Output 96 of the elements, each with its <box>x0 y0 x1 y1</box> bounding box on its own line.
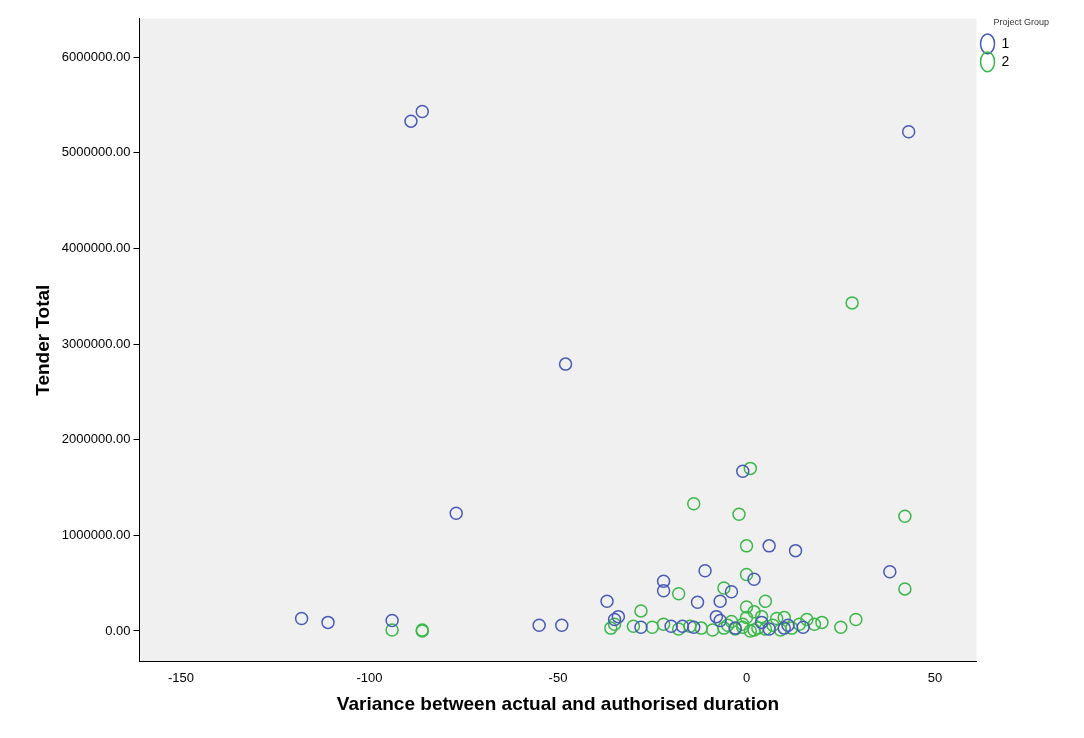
y-axis-title: Tender Total <box>31 284 53 396</box>
x-tick-label: 50 <box>927 669 943 685</box>
point <box>671 622 686 636</box>
point <box>898 582 912 596</box>
point <box>656 574 671 588</box>
point <box>773 623 788 637</box>
point <box>747 605 761 619</box>
point <box>788 543 803 558</box>
point <box>404 114 418 128</box>
point <box>792 617 807 632</box>
point <box>607 612 622 627</box>
point <box>558 357 573 371</box>
point <box>754 615 769 630</box>
point <box>758 622 773 636</box>
point <box>713 594 727 609</box>
point <box>449 506 463 521</box>
point <box>769 611 784 626</box>
point <box>781 618 795 632</box>
point <box>739 567 754 582</box>
point <box>611 609 626 624</box>
point <box>656 617 671 632</box>
point <box>321 615 335 630</box>
point <box>777 610 791 625</box>
point <box>690 595 705 610</box>
point <box>758 594 773 609</box>
point <box>656 584 671 598</box>
y-tick-label: 2000000.00 <box>61 431 131 447</box>
point <box>743 461 758 476</box>
point <box>777 621 791 635</box>
point <box>739 600 754 614</box>
point <box>687 620 701 634</box>
point <box>766 618 780 632</box>
point <box>739 610 754 625</box>
point <box>698 563 712 578</box>
point <box>385 623 399 637</box>
y-tick-label: 0.00 <box>105 622 131 638</box>
point <box>724 585 739 599</box>
point <box>294 611 309 626</box>
point <box>800 612 814 627</box>
point <box>732 507 746 522</box>
point <box>664 619 678 633</box>
point <box>849 612 863 627</box>
point <box>845 296 859 310</box>
point <box>604 621 618 635</box>
point <box>754 609 769 624</box>
point <box>626 619 641 633</box>
legend-label: 1 <box>1001 34 1057 51</box>
legend-label: 2 <box>1001 52 1057 69</box>
point <box>739 539 754 553</box>
point <box>600 594 614 609</box>
x-axis-title: Variance between actual and authorised duration <box>336 692 780 714</box>
point <box>713 613 727 628</box>
point <box>705 623 720 637</box>
x-tick-label: -150 <box>167 669 194 685</box>
point <box>762 539 776 553</box>
point <box>385 613 399 628</box>
point <box>532 618 546 632</box>
point <box>687 497 701 511</box>
x-tick-label: -50 <box>548 669 568 685</box>
point <box>724 614 739 629</box>
point <box>634 604 648 618</box>
point <box>675 619 690 633</box>
point <box>645 620 660 634</box>
legend-title: Project Group <box>993 16 1050 27</box>
point <box>671 586 686 601</box>
point <box>747 572 761 587</box>
point <box>634 620 648 634</box>
point <box>694 621 709 635</box>
point <box>898 509 912 523</box>
point <box>815 615 829 630</box>
point <box>751 621 765 635</box>
y-tick-label: 3000000.00 <box>61 335 131 351</box>
point <box>717 621 731 635</box>
y-tick-label: 6000000.00 <box>61 48 131 64</box>
point <box>736 464 750 478</box>
y-tick-label: 1000000.00 <box>61 526 131 542</box>
point <box>720 618 735 632</box>
point <box>717 581 731 595</box>
y-tick-label: 4000000.00 <box>61 239 131 255</box>
x-tick-label: -100 <box>356 669 383 685</box>
point <box>709 609 724 624</box>
point <box>415 104 430 119</box>
point <box>796 620 810 634</box>
point <box>747 623 761 637</box>
y-tick-label: 5000000.00 <box>61 144 131 160</box>
x-tick-label: 0 <box>742 669 751 685</box>
point <box>743 624 758 638</box>
point <box>762 622 776 636</box>
point <box>785 621 799 635</box>
point <box>807 617 822 632</box>
point <box>901 124 916 139</box>
point <box>683 619 697 633</box>
point <box>607 617 622 632</box>
point <box>555 618 569 632</box>
point <box>883 564 897 579</box>
point <box>834 620 848 634</box>
